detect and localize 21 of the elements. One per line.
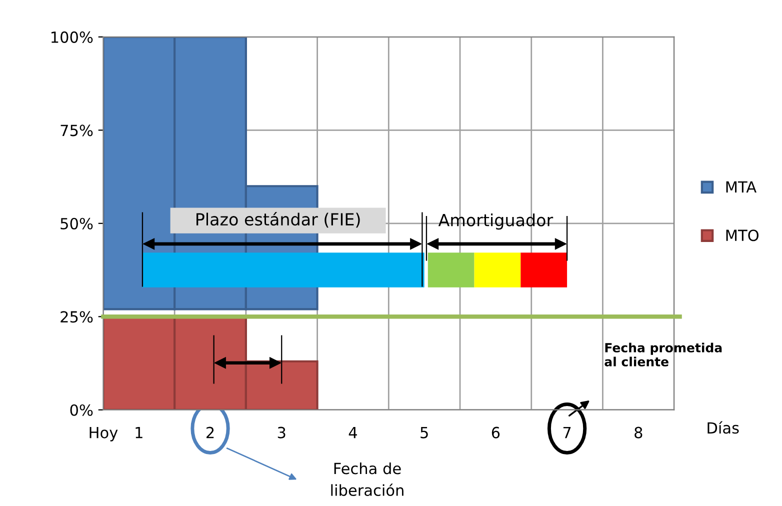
text: Días: [708, 421, 739, 434]
legend-label: MTO: [726, 230, 759, 242]
x-tick-label: 3: [278, 426, 286, 438]
annotation: Fecha prometida al cliente: [604, 342, 722, 366]
y-tick-label: 75%: [60, 124, 93, 136]
y-tick-label: 100%: [52, 31, 93, 43]
annotation: Plazo estándar (FIE): [196, 212, 360, 228]
x-tick-label: 2: [206, 426, 214, 438]
y-tick-label: 25%: [60, 311, 93, 323]
annotation: Amortiguador: [438, 213, 554, 230]
legend-label: MTA: [726, 181, 756, 193]
x-tick-label: 5: [420, 426, 428, 438]
y-tick-label: 50%: [60, 218, 93, 230]
x-tick-label: 7: [563, 426, 571, 438]
x-tick-label: 8: [634, 426, 642, 438]
text: Fecha de liberación: [331, 462, 404, 496]
x-tick-label: 4: [348, 426, 357, 438]
y-tick-label: 0%: [70, 404, 93, 416]
x-tick-label: Hoy: [90, 426, 118, 442]
x-tick-label: 1: [136, 426, 142, 438]
x-tick-label: 6: [492, 426, 500, 438]
